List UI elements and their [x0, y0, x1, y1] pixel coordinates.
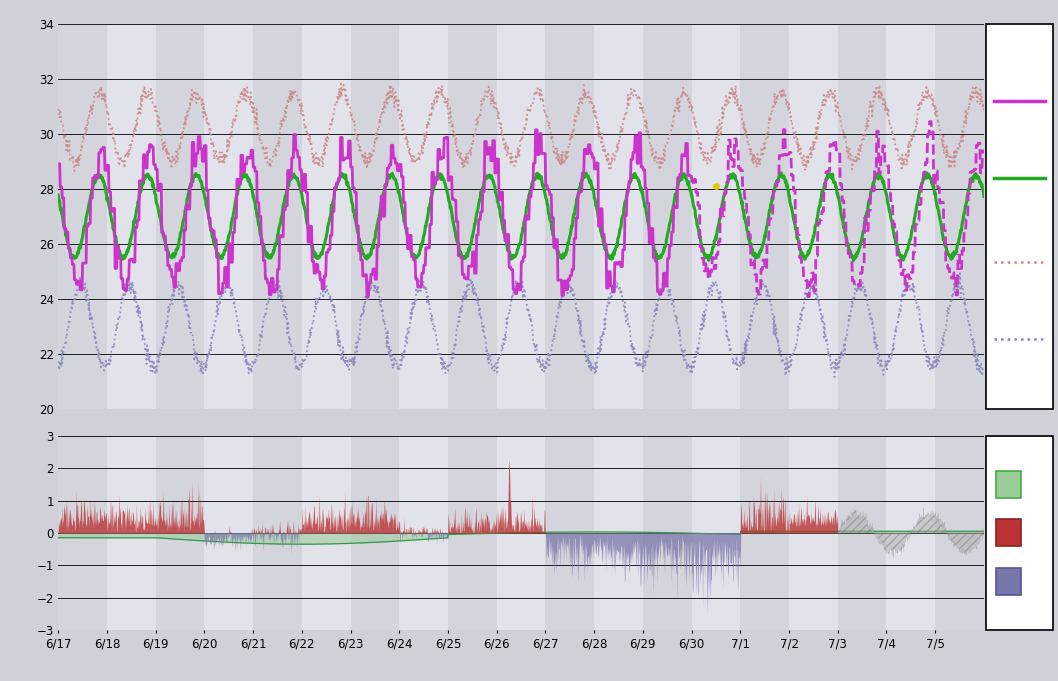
Bar	[107, 436, 156, 630]
Bar	[399, 436, 448, 630]
Bar	[692, 436, 741, 630]
Bar	[546, 24, 595, 409]
Bar	[595, 436, 643, 630]
Bar	[935, 436, 984, 630]
Bar	[692, 24, 741, 409]
Bar	[595, 24, 643, 409]
Bar	[302, 24, 350, 409]
Bar	[496, 24, 546, 409]
Bar	[253, 436, 302, 630]
Bar	[996, 568, 1021, 595]
Bar	[156, 436, 204, 630]
Bar	[58, 436, 107, 630]
Bar	[741, 436, 789, 630]
Bar	[204, 436, 253, 630]
Bar	[996, 520, 1021, 546]
FancyBboxPatch shape	[986, 436, 1053, 630]
Bar	[643, 436, 692, 630]
Bar	[789, 24, 838, 409]
Bar	[838, 24, 887, 409]
Bar	[546, 436, 595, 630]
Bar	[887, 436, 935, 630]
Bar	[887, 24, 935, 409]
Bar	[350, 24, 399, 409]
Bar	[204, 24, 253, 409]
Bar	[107, 24, 156, 409]
Bar	[643, 24, 692, 409]
Bar	[58, 24, 107, 409]
Bar	[935, 24, 984, 409]
Bar	[156, 24, 204, 409]
Bar	[399, 24, 448, 409]
Bar	[741, 24, 789, 409]
Bar	[448, 24, 496, 409]
Bar	[789, 436, 838, 630]
Bar	[253, 24, 302, 409]
FancyBboxPatch shape	[986, 24, 1053, 409]
Bar	[350, 436, 399, 630]
Bar	[302, 436, 350, 630]
Bar	[838, 436, 887, 630]
Bar	[996, 471, 1021, 498]
Bar	[448, 436, 496, 630]
Bar	[496, 436, 546, 630]
